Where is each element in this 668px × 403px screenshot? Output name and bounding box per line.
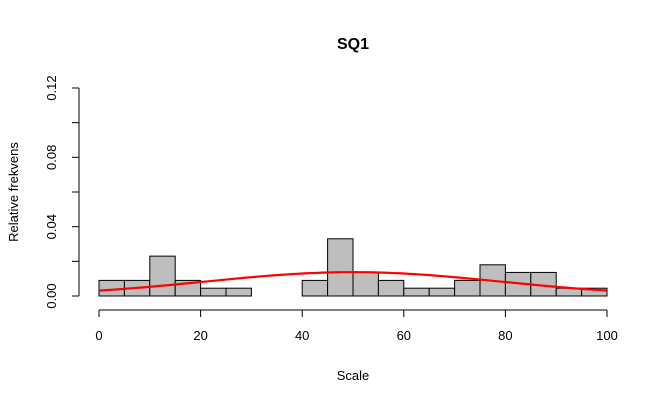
y-tick-label: 0.08 xyxy=(44,145,59,170)
histogram-bar xyxy=(403,287,430,297)
x-tick-label: 60 xyxy=(397,328,411,343)
y-tick-label: 0.04 xyxy=(44,214,59,239)
x-tick-label: 20 xyxy=(193,328,207,343)
x-tick-label: 0 xyxy=(95,328,102,343)
y-tick-label: 0.00 xyxy=(44,283,59,308)
x-axis: 0 20 40 60 80 100 xyxy=(95,309,618,343)
histogram-bar xyxy=(377,279,405,297)
x-axis-label: Scale xyxy=(337,368,370,383)
x-tick-label: 100 xyxy=(596,328,618,343)
histogram-bars xyxy=(98,238,608,297)
histogram-bar xyxy=(225,287,252,297)
histogram-bar xyxy=(581,287,608,297)
histogram-bar xyxy=(200,287,227,297)
y-axis: 0.00 0.04 0.08 0.12 xyxy=(44,75,80,309)
histogram-bar xyxy=(301,279,329,297)
histogram-bar xyxy=(428,287,456,297)
histogram-bar xyxy=(352,271,379,297)
histogram-bar xyxy=(327,238,354,297)
y-tick-label: 0.12 xyxy=(44,75,59,100)
histogram-bar xyxy=(454,279,481,297)
x-tick-label: 40 xyxy=(295,328,309,343)
y-axis-label: Relative frekvens xyxy=(6,142,21,242)
x-tick-label: 80 xyxy=(498,328,512,343)
density-curve xyxy=(98,271,608,292)
histogram-bar xyxy=(149,255,176,297)
chart-title: SQ1 xyxy=(337,36,369,53)
